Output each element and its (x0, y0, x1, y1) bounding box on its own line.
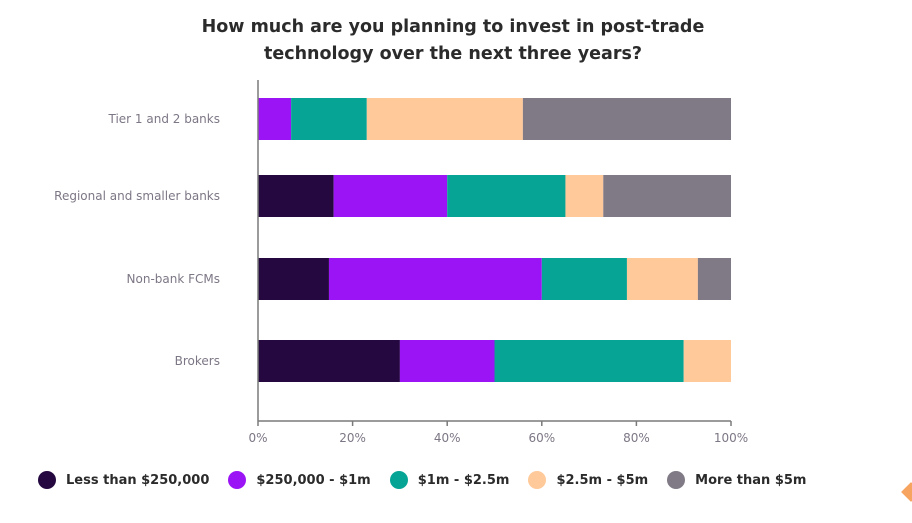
bar-segment (258, 175, 334, 217)
bar-segment (565, 175, 604, 217)
x-tick-label: 0% (248, 431, 267, 445)
bar-segment (697, 258, 731, 300)
legend-item-2-5m-5m: $2.5m - $5m (528, 471, 648, 489)
bar-segment (258, 98, 292, 140)
legend-item-250k-1m: $250,000 - $1m (228, 471, 371, 489)
legend-label: $1m - $2.5m (417, 472, 510, 488)
legend-label: $250,000 - $1m (256, 472, 371, 488)
legend-swatch (528, 471, 547, 489)
x-tick-label: 20% (339, 431, 366, 445)
legend-swatch (228, 471, 247, 489)
bar-segment (291, 98, 367, 140)
category-label: Regional and smaller banks (54, 189, 220, 203)
bar-segment (603, 175, 731, 217)
bar-segment (522, 98, 731, 140)
legend-label: $2.5m - $5m (556, 472, 649, 488)
x-tick-label: 80% (623, 431, 650, 445)
legend-swatch (38, 471, 56, 489)
category-label: Non-bank FCMs (127, 272, 220, 286)
legend-item-more-than-5m: More than $5m (667, 471, 806, 489)
legend-swatch (667, 471, 686, 489)
legend-swatch (389, 471, 408, 489)
bar-segment (541, 258, 627, 300)
x-tick-label: 40% (434, 431, 461, 445)
bar-segment (683, 340, 731, 382)
bar-segment (626, 258, 698, 300)
category-label: Brokers (175, 354, 220, 368)
bar-segment (399, 340, 495, 382)
legend-item-less-than-250k: Less than $250,000 (38, 471, 209, 489)
bar-segment (333, 175, 448, 217)
legend-label: More than $5m (695, 472, 807, 488)
x-tick-label: 100% (714, 431, 748, 445)
bar-segment (328, 258, 542, 300)
chart-title: How much are you planning to invest in p… (0, 14, 906, 68)
bar-segment (258, 340, 400, 382)
chart-title-line-2: technology over the next three years? (263, 44, 643, 64)
bar-segment (366, 98, 523, 140)
bar-segment (447, 175, 566, 217)
category-label: Tier 1 and 2 banks (108, 112, 221, 126)
legend-label: Less than $250,000 (66, 472, 210, 488)
bar-segment (494, 340, 684, 382)
bar-segment (258, 258, 329, 300)
legend-item-1m-2-5m: $1m - $2.5m (389, 471, 510, 489)
chart-legend: Less than $250,000 $250,000 - $1m $1m - … (38, 471, 825, 489)
x-tick-label: 60% (528, 431, 555, 445)
chart-title-line-1: How much are you planning to invest in p… (201, 17, 705, 37)
